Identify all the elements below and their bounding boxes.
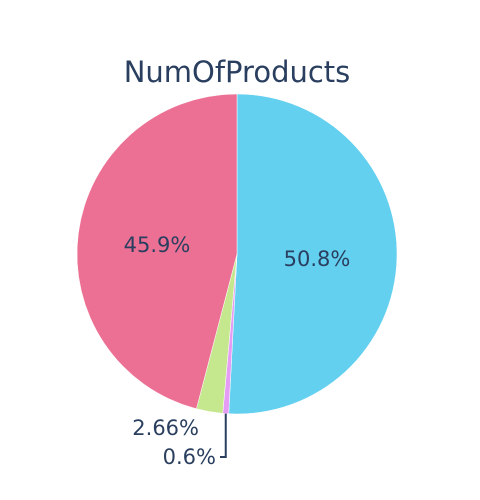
slice-label-0: 50.8% [284,247,351,271]
pie-slice-3 [76,93,238,410]
slice-label-2: 2.66% [132,416,199,440]
slice-label-1: 0.6% [163,445,216,469]
chart-title: NumOfProducts [124,55,351,89]
pie-slice-0 [228,93,398,415]
pie-slices [76,93,398,415]
pie-labels: 50.8% 0.6% 2.66% 45.9% [124,233,351,469]
leader-line-1 [220,413,227,458]
slice-label-3: 45.9% [124,233,191,257]
